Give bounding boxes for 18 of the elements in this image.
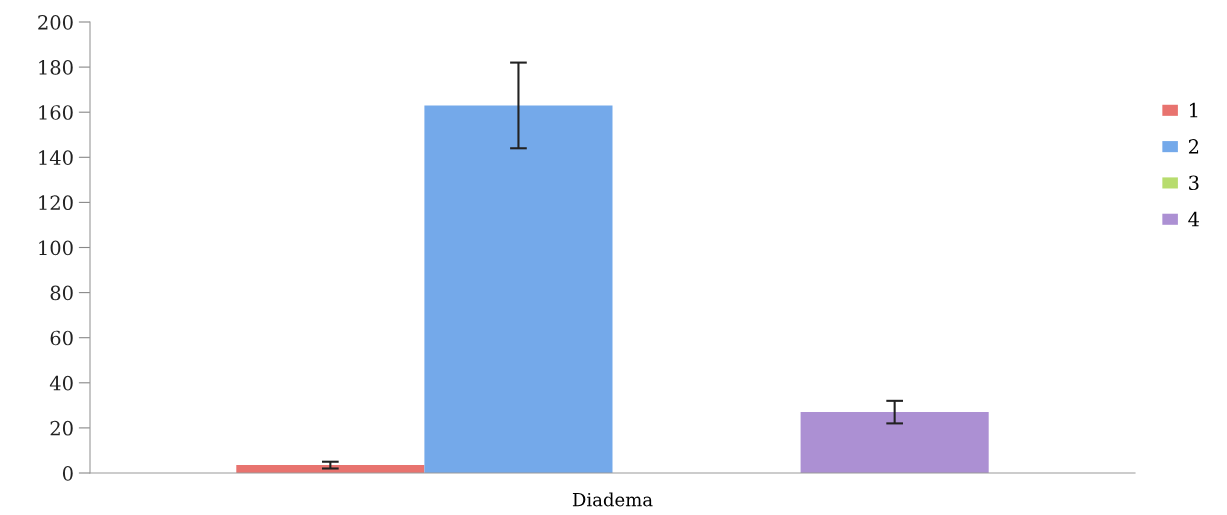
y-tick-label: 60 <box>50 330 73 346</box>
y-tick-label: 20 <box>50 420 73 436</box>
y-tick-label: 40 <box>49 375 73 391</box>
y-tick-label: 200 <box>38 14 73 30</box>
y-tick-label: 140 <box>39 150 73 165</box>
y-tick-label: 120 <box>39 195 73 211</box>
legend-label: 4 <box>1188 211 1200 227</box>
bar <box>800 412 989 473</box>
bar <box>424 105 613 473</box>
y-tick-label: 100 <box>39 240 73 256</box>
y-tick-label: 80 <box>50 285 73 301</box>
x-tick-label: Diadema <box>572 492 653 507</box>
legend-label: 3 <box>1189 175 1199 191</box>
legend-label: 1 <box>1189 102 1198 118</box>
legend-label: 2 <box>1188 139 1199 154</box>
y-tick-label: 160 <box>39 105 73 120</box>
y-tick-label: 0 <box>62 465 73 481</box>
y-tick-label: 180 <box>39 60 73 75</box>
